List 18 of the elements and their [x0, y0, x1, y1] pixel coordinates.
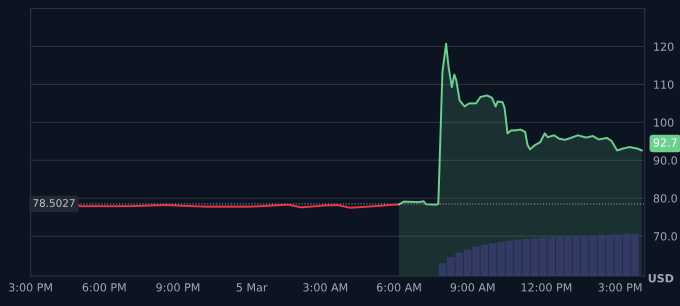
y-tick-label: 120: [654, 42, 674, 51]
x-tick-label: 3:00 PM: [9, 283, 52, 292]
y-tick-label: 110: [654, 80, 674, 89]
y-tick-label: 80.0: [654, 194, 677, 203]
y-axis-title: USD: [648, 274, 674, 282]
x-tick-label: 3:00 AM: [303, 283, 348, 292]
y-tick-label: 100: [654, 118, 674, 127]
x-tick-label: 6:00 AM: [376, 283, 421, 292]
x-tick-label: 9:00 AM: [450, 283, 494, 292]
y-tick-label: 90.0: [654, 156, 677, 165]
x-tick-label: 12:00 PM: [522, 283, 572, 292]
x-tick-label: 5 Mar: [236, 283, 268, 292]
annotation: 92.7: [654, 138, 677, 147]
x-tick-label: 6:00 PM: [82, 283, 126, 292]
x-tick-label: 9:00 PM: [156, 283, 200, 292]
x-tick-label: 3:00 PM: [598, 283, 642, 292]
ref-line-label: 78.5027: [33, 199, 75, 207]
y-tick-label: 70.0: [654, 232, 677, 241]
